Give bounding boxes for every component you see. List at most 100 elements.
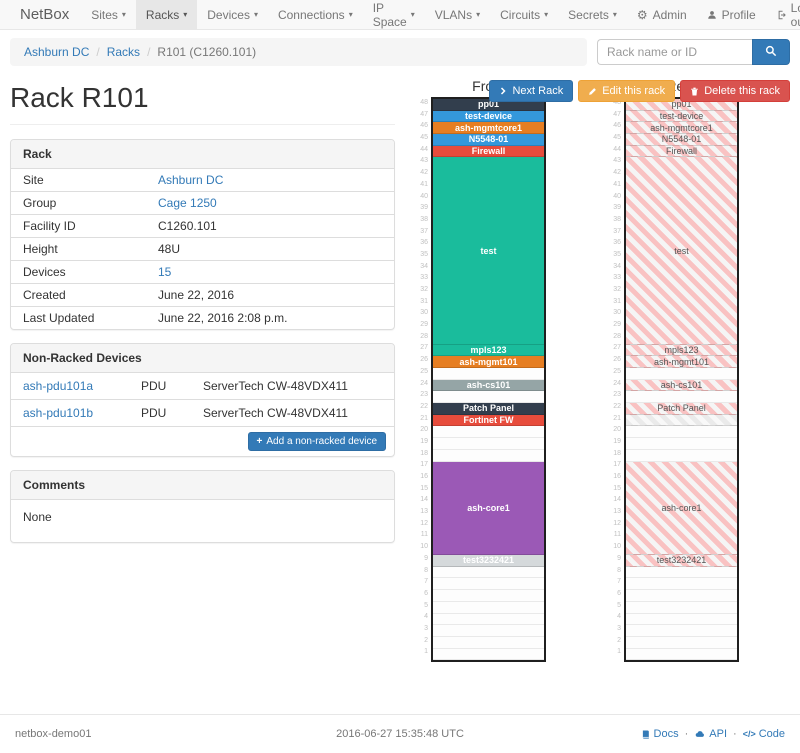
code-icon: </> [742,729,756,739]
rack-device-test-device[interactable]: test-device [433,110,544,123]
breadcrumb-item[interactable]: Ashburn DC [24,45,90,59]
unit-number: 27 [613,344,621,352]
rack-device-test-device: test-device [626,110,737,123]
rack-device-ash-core1[interactable]: ash-core1 [433,461,544,556]
rack-device-fortinet-fw [626,414,737,427]
unit-number: 23 [613,391,621,399]
unit-number: 16 [613,473,621,480]
rack-device-mpls123[interactable]: mpls123 [433,344,544,357]
unit-number: 2 [617,636,621,644]
rack-device-firewall[interactable]: Firewall [433,145,544,158]
rack-panel-title: Rack [11,140,394,169]
unit-number: 8 [424,566,428,574]
unit-number: 43 [613,157,621,165]
unit-number: 23 [420,391,428,399]
nav-item-vlans[interactable]: VLANs ▾ [434,7,481,22]
rack-device-n5548-01[interactable]: N5548-01 [433,134,544,146]
attr-value-link[interactable]: Cage 1250 [158,196,217,210]
nav-item-ip-space[interactable]: IP Space ▾ [372,0,415,29]
attr-label: Created [23,288,66,302]
nav-item-connections[interactable]: Connections ▾ [277,7,353,22]
rack-device-ash-mgmtcore1[interactable]: ash-mgmtcore1 [433,122,544,135]
rack-device-patch-panel[interactable]: Patch Panel [433,403,544,415]
unit-number: 17 [420,461,428,469]
cloud-icon [694,729,706,739]
attr-value: June 22, 2016 [158,288,235,302]
attr-value-link[interactable]: Ashburn DC [158,173,224,187]
nav-item-circuits[interactable]: Circuits ▾ [500,7,549,22]
rack-unit-empty [626,566,737,579]
add-non-racked-device-button[interactable]: + Add a non-racked device [247,432,386,451]
unit-number: 10 [613,543,621,551]
rack-device-ash-cs101[interactable]: ash-cs101 [433,379,544,392]
main-nav: Sites ▾ Racks ▾ Devices ▾ Connections ▾ IP Space… [81,0,627,29]
attr-value-link[interactable]: 15 [158,265,172,279]
front-unit-numbers: 48 47 46 45 44 43 42 41 40 39 38 37 36 35 34 33 32 31 30 29… [418,97,431,662]
rack-unit-empty [626,648,737,661]
unit-number: 42 [420,169,428,177]
attr-value: Cage 1250 [146,192,394,214]
unit-number: 15 [613,484,621,492]
rack-unit-empty [433,648,544,661]
footer-link-code[interactable]: </> Code [742,728,785,740]
title-divider [10,124,395,125]
rack-device-test[interactable]: test [433,157,544,345]
unit-number: 20 [420,426,428,434]
footer-timestamp: 2016-06-27 15:35:48 UTC [336,728,464,740]
unit-number: 38 [420,215,428,223]
non-racked-panel-title: Non-Racked Devices [11,344,394,373]
nav-item-racks[interactable]: Racks ▾ [135,0,198,29]
edit-this-rack-button[interactable]: Edit this rack [578,80,676,102]
nav-item-secrets[interactable]: Secrets ▾ [568,7,617,22]
unit-number: 32 [420,286,428,293]
nav-item-admin[interactable]: ⚙ Admin [636,7,687,22]
rack-device-pp01[interactable]: pp01 [433,99,544,111]
unit-number: 10 [420,543,428,551]
page-title: Rack R101 [10,82,149,113]
unit-number: 24 [613,379,621,387]
rack-elevations: Front 4847464544434241403938373635343332… [418,76,739,663]
unit-number: 9 [424,554,428,562]
device-link[interactable]: ash-pdu101a [23,379,94,393]
plus-icon: + [256,436,263,447]
rack-device-test: test [626,157,737,345]
pencil-icon [588,87,597,96]
rack-unit-empty [626,625,737,637]
nav-item-sites[interactable]: Sites ▾ [91,7,126,22]
next-rack-button[interactable]: Next Rack [489,80,574,102]
unit-number: 34 [613,262,621,270]
unit-number: 28 [613,332,621,340]
brand-logo[interactable]: NetBox [20,6,70,23]
rear-elevation: Rear 48474645444342414039383736353433323… [611,78,739,663]
breadcrumb-item[interactable]: Racks [106,45,141,59]
unit-number: 27 [420,344,428,352]
nav-item-log-out[interactable]: Log out [766,0,800,29]
unit-number: 47 [613,110,621,118]
unit-number: 13 [613,508,621,516]
book-icon [641,729,651,740]
comments-panel: Comments None [10,470,395,543]
rack-device-test3232421[interactable]: test3232421 [433,555,544,567]
rack-device-ash-mgmt101[interactable]: ash-mgmt101 [433,356,544,368]
footer-link-api[interactable]: API [694,728,727,740]
rack-unit-empty [433,578,544,591]
nav-item-devices[interactable]: Devices ▾ [207,7,258,22]
device-model-cell: ServerTech CW-48VDX411 [203,406,348,420]
search-input[interactable] [597,39,752,65]
delete-this-rack-button[interactable]: Delete this rack [680,80,790,102]
non-racked-device-row: ash-pdu101a PDU ServerTech CW-48VDX411 [11,373,394,400]
logout-icon [776,10,786,20]
search-button[interactable] [752,39,790,65]
footer-link-docs[interactable]: Docs [641,728,679,740]
attr-value: 48U [158,242,181,256]
unit-number: 26 [613,356,621,364]
rack-device-ash-cs101: ash-cs101 [626,379,737,392]
device-link[interactable]: ash-pdu101b [23,406,94,420]
unit-number: 45 [420,134,428,142]
rack-device-firewall: Firewall [626,145,737,158]
page-content: Next Rack Edit this rack Delete this rack … [0,76,800,714]
nav-item-profile[interactable]: Profile [697,0,766,29]
footer-link-separator: · [684,728,689,740]
rack-actions: Next Rack Edit this rack Delete this rack [489,80,790,102]
rack-device-fortinet-fw[interactable]: Fortinet FW [433,414,544,427]
